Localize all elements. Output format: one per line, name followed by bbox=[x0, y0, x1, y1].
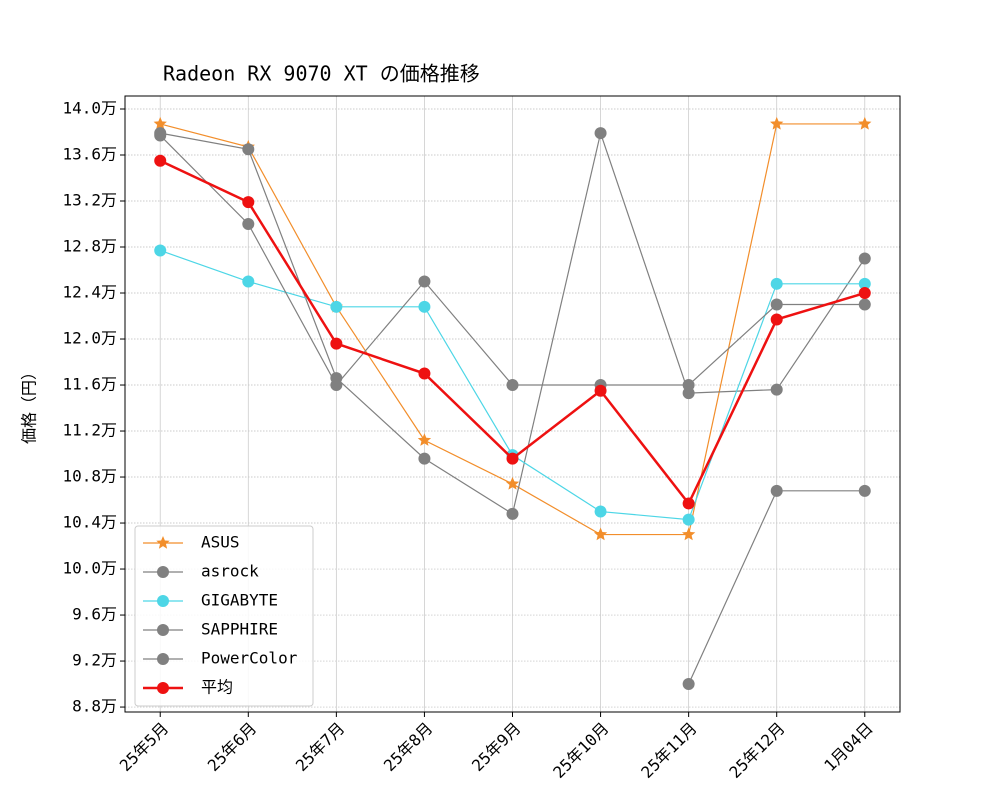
marker bbox=[242, 196, 255, 209]
marker bbox=[153, 116, 167, 130]
marker bbox=[157, 566, 169, 578]
marker bbox=[770, 116, 784, 130]
legend-label: PowerColor bbox=[201, 649, 298, 668]
marker bbox=[242, 275, 255, 288]
x-tick-label: 25年6月 bbox=[204, 719, 261, 776]
marker bbox=[770, 277, 783, 290]
legend-box bbox=[134, 525, 314, 707]
marker bbox=[682, 527, 696, 541]
marker bbox=[157, 653, 169, 665]
y-tick-label: 10.0万 bbox=[62, 559, 117, 578]
legend-label: SAPPHIRE bbox=[201, 620, 278, 639]
marker bbox=[770, 298, 783, 311]
marker bbox=[242, 143, 255, 156]
x-tick-label: 25年11月 bbox=[637, 719, 700, 782]
marker bbox=[858, 116, 872, 130]
y-tick-label: 13.2万 bbox=[62, 191, 117, 210]
x-tick-label: 25年5月 bbox=[116, 719, 173, 776]
y-tick-label: 11.2万 bbox=[62, 421, 117, 440]
marker bbox=[858, 484, 871, 497]
marker bbox=[858, 252, 871, 265]
marker bbox=[858, 298, 871, 311]
marker bbox=[770, 383, 783, 396]
y-tick-label: 10.8万 bbox=[62, 467, 117, 486]
marker bbox=[330, 337, 343, 350]
marker bbox=[682, 379, 695, 392]
marker bbox=[157, 595, 169, 607]
y-tick-label: 9.2万 bbox=[72, 651, 117, 670]
y-tick-label: 14.0万 bbox=[62, 98, 117, 117]
marker bbox=[418, 452, 431, 465]
marker bbox=[770, 484, 783, 497]
marker bbox=[770, 313, 783, 326]
x-tick-label: 25年7月 bbox=[292, 719, 349, 776]
marker bbox=[418, 275, 431, 288]
marker bbox=[418, 367, 431, 380]
marker bbox=[157, 624, 169, 636]
x-tick-label: 25年9月 bbox=[468, 719, 525, 776]
legend-label: asrock bbox=[201, 562, 259, 581]
marker bbox=[330, 300, 343, 313]
x-tick-label: 25年8月 bbox=[380, 719, 437, 776]
legend-label: 平均 bbox=[201, 678, 233, 697]
marker bbox=[506, 507, 519, 520]
marker bbox=[154, 244, 167, 257]
x-tick-label: 25年12月 bbox=[725, 719, 788, 782]
y-tick-label: 10.4万 bbox=[62, 513, 117, 532]
marker bbox=[594, 127, 607, 140]
marker bbox=[156, 536, 170, 549]
legend-label: GIGABYTE bbox=[201, 591, 278, 610]
x-tick-label: 25年10月 bbox=[549, 719, 612, 782]
marker bbox=[417, 433, 432, 446]
marker bbox=[157, 682, 169, 694]
y-tick-label: 12.4万 bbox=[62, 283, 117, 302]
y-tick-label: 9.6万 bbox=[72, 605, 117, 624]
marker bbox=[858, 287, 871, 300]
y-axis-label: 価格（円） bbox=[20, 364, 39, 444]
legend: ASUS asrock GIGABYTE SAPPHIRE PowerColor 平均 bbox=[134, 525, 314, 707]
marker bbox=[682, 513, 695, 526]
marker bbox=[594, 384, 607, 397]
marker bbox=[154, 129, 167, 142]
y-tick-label: 12.0万 bbox=[62, 329, 117, 348]
y-tick-label: 12.8万 bbox=[62, 237, 117, 256]
marker bbox=[682, 678, 695, 691]
marker bbox=[418, 300, 431, 313]
plot-frame bbox=[124, 95, 901, 713]
y-tick-label: 13.6万 bbox=[62, 145, 117, 164]
y-tick-label: 11.6万 bbox=[62, 375, 117, 394]
marker bbox=[593, 527, 608, 541]
marker bbox=[506, 379, 519, 392]
marker bbox=[594, 505, 607, 518]
marker bbox=[506, 452, 519, 465]
y-tick-label: 8.8万 bbox=[72, 697, 117, 716]
chart-title: Radeon RX 9070 XT の価格推移 bbox=[163, 62, 480, 86]
x-tick-label: 1月04日 bbox=[820, 719, 877, 776]
legend-label: ASUS bbox=[201, 533, 240, 552]
marker bbox=[858, 277, 871, 290]
marker bbox=[242, 218, 255, 231]
marker bbox=[330, 379, 343, 392]
marker bbox=[682, 497, 695, 510]
marker bbox=[505, 476, 520, 490]
marker bbox=[154, 154, 167, 167]
